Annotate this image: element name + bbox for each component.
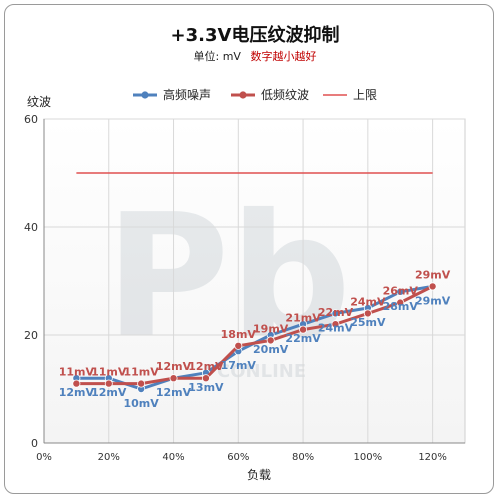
data-label: 11mV xyxy=(91,366,127,379)
data-label: 25mV xyxy=(350,316,386,329)
legend-label: 低频纹波 xyxy=(261,88,309,102)
data-label: 18mV xyxy=(221,328,257,341)
x-tick-label: 20% xyxy=(98,452,120,463)
legend-label: 上限 xyxy=(353,88,377,102)
y-axis-label: 纹波 xyxy=(27,95,51,109)
y-tick-label: 60 xyxy=(24,113,38,126)
x-tick-label: 0% xyxy=(36,452,52,463)
y-tick-label: 40 xyxy=(24,221,38,234)
data-label: 11mV xyxy=(59,366,95,379)
legend-label: 高频噪声 xyxy=(163,87,211,102)
data-label: 22mV xyxy=(285,332,321,345)
data-label: 20mV xyxy=(253,343,289,356)
data-label: 29mV xyxy=(415,268,451,281)
x-tick-label: 40% xyxy=(162,452,184,463)
x-tick-label: 100% xyxy=(354,452,383,463)
chart-frame: +3.3V电压纹波抑制 单位: mV 数字越小越好 高频噪声 低频纹波 上限 纹波 … xyxy=(4,4,494,494)
y-tick-label: 0 xyxy=(31,437,38,450)
legend-marker xyxy=(239,91,247,99)
series-1-point xyxy=(201,374,210,383)
data-label: 11mV xyxy=(124,366,160,379)
data-label: 12mV xyxy=(156,360,192,373)
legend: 高频噪声 低频纹波 上限 xyxy=(133,87,377,102)
series-1-point xyxy=(234,341,243,350)
subtitle-note: 数字越小越好 xyxy=(250,49,316,63)
subtitle-unit: 单位: mV xyxy=(194,49,242,63)
data-label: 26mV xyxy=(383,285,419,298)
watermark: Pb PCONLINE xyxy=(105,178,351,382)
data-label: 29mV xyxy=(415,294,451,307)
series-1-point xyxy=(363,309,372,318)
series-0-point xyxy=(396,287,405,296)
data-label: 10mV xyxy=(124,397,160,410)
data-labels: 12mV12mV10mV12mV13mV17mV20mV22mV24mV25mV… xyxy=(59,268,451,410)
chart-subtitle: 单位: mV 数字越小越好 xyxy=(194,49,317,63)
data-label: 12mV xyxy=(59,386,95,399)
axes: 0 20 40 60 0% 20% 40% 60% 80% 100% 120% xyxy=(24,113,465,463)
data-label: 12mV xyxy=(156,386,192,399)
series-1-point xyxy=(104,379,113,388)
data-label: 19mV xyxy=(253,322,289,335)
data-label: 12mV xyxy=(91,386,127,399)
series-line-1 xyxy=(76,285,434,386)
data-label: 21mV xyxy=(285,312,321,325)
series-1-point xyxy=(428,282,437,291)
series-1-point xyxy=(299,325,308,334)
data-label: 22mV xyxy=(318,306,354,319)
series-1-point xyxy=(137,379,146,388)
series-1-point xyxy=(169,374,178,383)
series-1-point xyxy=(72,379,81,388)
x-tick-label: 60% xyxy=(227,452,249,463)
series-1-point xyxy=(331,320,340,329)
legend-marker xyxy=(141,91,149,99)
chart-svg: +3.3V电压纹波抑制 单位: mV 数字越小越好 高频噪声 低频纹波 上限 纹波 … xyxy=(24,24,466,482)
data-label: 24mV xyxy=(350,295,386,308)
series-layer xyxy=(72,172,437,393)
series-0-point xyxy=(331,309,340,318)
data-label: 12mV xyxy=(188,360,224,373)
x-tick-label: 120% xyxy=(418,452,447,463)
data-label: 13mV xyxy=(188,381,224,394)
data-label: 17mV xyxy=(221,359,257,372)
series-1-point xyxy=(266,336,275,345)
data-label: 24mV xyxy=(318,321,354,334)
data-label: 28mV xyxy=(383,300,419,313)
chart-title: +3.3V电压纹波抑制 xyxy=(171,24,340,46)
x-tick-label: 80% xyxy=(292,452,314,463)
series-1-point xyxy=(396,298,405,307)
x-axis-label: 负载 xyxy=(247,468,271,482)
svg-text:Pb: Pb xyxy=(105,178,351,376)
watermark-text: PCONLINE xyxy=(204,361,306,382)
y-tick-label: 20 xyxy=(24,329,38,342)
